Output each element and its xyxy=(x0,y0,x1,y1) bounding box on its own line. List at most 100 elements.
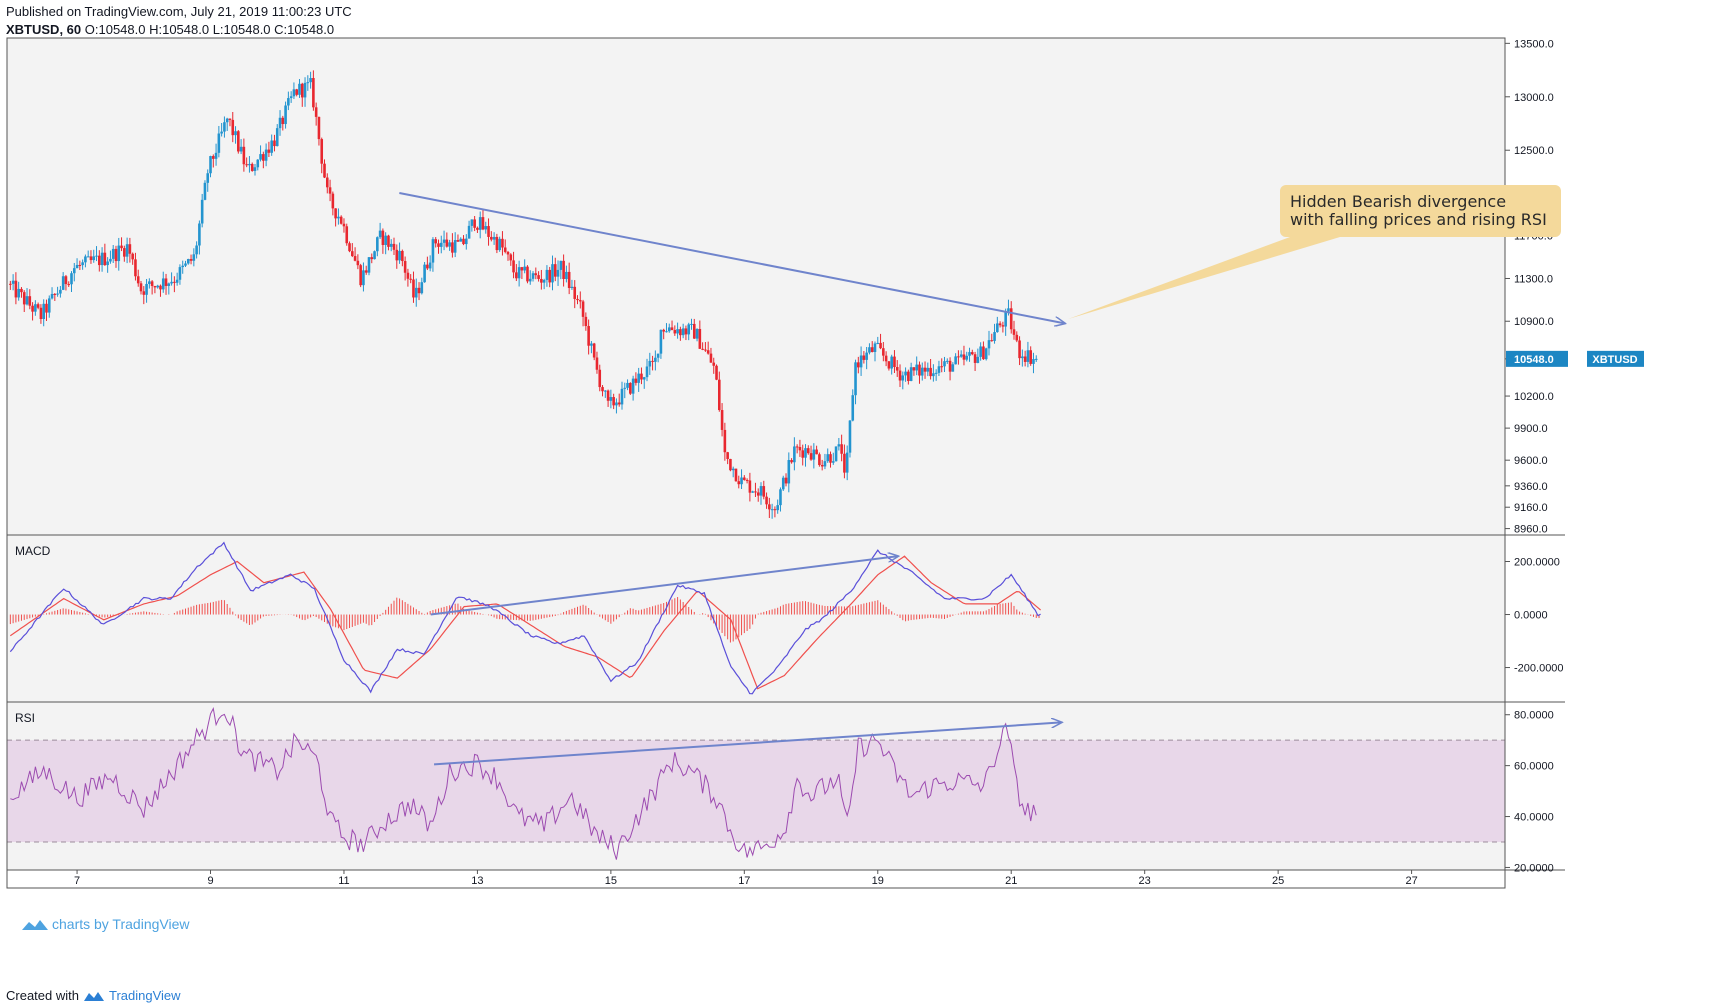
candle-body xyxy=(100,252,104,266)
candle-body xyxy=(926,367,930,372)
candle-body xyxy=(328,187,332,194)
candle-body xyxy=(473,219,476,228)
candle-body xyxy=(214,152,218,159)
time-scale-label: 23 xyxy=(1139,875,1151,887)
candle-body xyxy=(604,390,607,392)
candle-body xyxy=(28,296,32,306)
candle-body xyxy=(1034,358,1038,360)
candle-body xyxy=(831,461,835,463)
candle-body xyxy=(670,327,674,331)
candle-body xyxy=(484,226,488,230)
candle-body xyxy=(481,217,485,230)
candle-body xyxy=(498,238,501,251)
candle-body xyxy=(526,266,529,282)
candle-body xyxy=(1026,350,1030,362)
watermark-text: charts by TradingView xyxy=(52,916,190,932)
candle-body xyxy=(945,360,949,362)
time-scale-label: 27 xyxy=(1405,875,1417,887)
rsi-series-line xyxy=(10,706,1037,860)
candle-body xyxy=(562,260,565,279)
price-divergence-arrow[interactable] xyxy=(399,191,1064,323)
candle-body xyxy=(531,273,535,279)
candle-body xyxy=(612,397,615,406)
rsi-divergence-arrow[interactable] xyxy=(433,722,1061,766)
candle-body xyxy=(314,107,318,117)
candle-body xyxy=(367,257,371,273)
candle-body xyxy=(957,356,960,358)
candle-body xyxy=(98,255,101,266)
symbol-label: XBTUSD, 60 xyxy=(6,22,82,37)
price-scale-label: 20.0000 xyxy=(1514,862,1554,874)
candle-body xyxy=(1032,359,1035,364)
candle-body xyxy=(464,238,468,245)
candle-body xyxy=(517,267,521,279)
candle-body xyxy=(520,267,524,271)
candle-body xyxy=(109,258,112,262)
candle-body xyxy=(325,177,329,188)
candle-body xyxy=(626,382,629,388)
candle-body xyxy=(431,239,435,263)
candle-body xyxy=(606,390,610,401)
candle-body xyxy=(95,255,98,257)
tradingview-brand-link[interactable]: TradingView xyxy=(108,988,181,1003)
candle-body xyxy=(92,256,96,261)
rsi-pane-title: RSI xyxy=(15,711,35,725)
candle-body xyxy=(159,285,162,290)
candle-body xyxy=(592,343,596,358)
callout-line-2: with falling prices and rising RSI xyxy=(1290,210,1547,229)
candle-body xyxy=(859,355,863,368)
candle-body xyxy=(353,256,357,261)
candle-body xyxy=(751,491,754,493)
candle-body xyxy=(687,324,691,335)
candle-body xyxy=(84,256,87,263)
candle-body xyxy=(273,140,276,147)
published-caption: Published on TradingView.com, July 21, 2… xyxy=(6,4,352,19)
candle-body xyxy=(598,369,602,388)
time-scale-label: 15 xyxy=(605,875,617,887)
candle-body xyxy=(156,285,159,288)
candle-body xyxy=(951,364,955,372)
candle-body xyxy=(829,454,832,463)
time-scale[interactable]: 7 9 11 13 15 17 19 21 23 25 27 xyxy=(74,870,1418,887)
candle-body xyxy=(893,356,896,368)
candle-body xyxy=(387,235,390,247)
price-scale[interactable]: 13500.013000.012500.012100.011700.011300… xyxy=(6,37,1565,889)
candle-body xyxy=(734,468,738,482)
candle-body xyxy=(136,276,140,284)
candle-body xyxy=(667,327,671,332)
candle-body xyxy=(648,360,652,367)
callout-pointer xyxy=(1067,237,1340,320)
candle-body xyxy=(601,387,604,392)
candle-body xyxy=(912,367,916,371)
time-scale-label: 13 xyxy=(471,875,483,887)
candle-body xyxy=(478,217,482,230)
candle-body xyxy=(111,248,115,259)
candle-body xyxy=(754,491,757,493)
candlestick-series xyxy=(9,70,1038,519)
candle-body xyxy=(637,373,640,383)
candle-body xyxy=(164,278,168,286)
macd-pane[interactable] xyxy=(7,535,1505,702)
price-pane[interactable] xyxy=(7,38,1505,535)
candle-body xyxy=(487,226,490,237)
ohlc-values: O:10548.0 H:10548.0 L:10548.0 C:10548.0 xyxy=(84,22,335,37)
candle-body xyxy=(812,449,816,460)
candle-body xyxy=(1018,340,1021,359)
candle-body xyxy=(67,284,71,286)
tradingview-logo-icon xyxy=(83,991,104,1001)
candle-body xyxy=(553,264,557,277)
candle-body xyxy=(623,387,627,389)
candle-body xyxy=(206,173,210,183)
candle-body xyxy=(820,464,824,467)
candle-body xyxy=(81,262,84,266)
candle-body xyxy=(20,288,23,293)
trend-lines[interactable] xyxy=(399,191,1064,766)
macd-divergence-arrow[interactable] xyxy=(430,556,898,616)
candle-body xyxy=(309,78,312,83)
price-scale-label: 60.0000 xyxy=(1514,761,1554,773)
candle-body xyxy=(275,128,279,147)
candle-body xyxy=(186,259,190,264)
candle-body xyxy=(200,199,204,224)
